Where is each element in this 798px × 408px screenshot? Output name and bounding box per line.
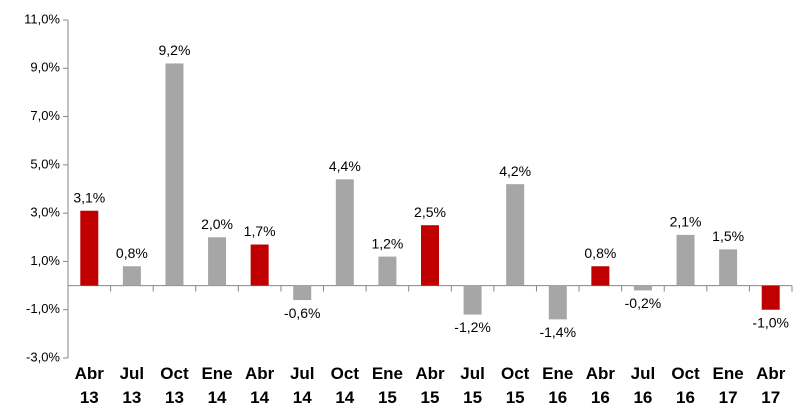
x-tick-label: Jul 14 — [289, 364, 315, 407]
y-tick-label: 11,0% — [24, 11, 60, 26]
bar — [591, 266, 610, 286]
x-tick-label: Ene 16 — [542, 364, 574, 407]
value-label: 4,4% — [329, 158, 361, 174]
y-tick-label: -1,0% — [26, 301, 60, 316]
y-tick-label: -3,0% — [26, 349, 60, 364]
value-label: -1,4% — [539, 324, 576, 340]
x-tick-label: Oct 13 — [160, 364, 189, 407]
value-label: 2,1% — [670, 214, 702, 230]
value-label: -0,6% — [284, 305, 321, 321]
value-label: 0,8% — [584, 245, 616, 261]
value-label: 0,8% — [116, 245, 148, 261]
bar — [378, 256, 397, 286]
x-tick-label: Abr 13 — [74, 364, 104, 407]
x-tick-label: Oct 14 — [330, 364, 359, 407]
bar — [463, 285, 482, 315]
x-tick-label: Abr 15 — [415, 364, 445, 407]
value-label: 9,2% — [159, 42, 191, 58]
value-label: -0,2% — [625, 295, 662, 311]
value-label: 1,7% — [244, 223, 276, 239]
value-label: 2,0% — [201, 216, 233, 232]
bar — [633, 285, 652, 291]
bar — [506, 184, 525, 286]
value-label: 2,5% — [414, 204, 446, 220]
x-tick-label: Ene 15 — [371, 364, 403, 407]
x-tick-label: Oct 16 — [671, 364, 700, 407]
bar — [293, 285, 312, 301]
y-tick-label: 9,0% — [30, 60, 60, 75]
bar — [165, 63, 184, 286]
value-label: 1,2% — [371, 235, 403, 251]
x-tick-label: Abr 14 — [245, 364, 275, 407]
y-tick-label: 5,0% — [30, 156, 60, 171]
value-label: 3,1% — [73, 189, 105, 205]
bar — [80, 210, 99, 286]
value-label: 1,5% — [712, 228, 744, 244]
value-label: -1,0% — [752, 314, 789, 330]
bar — [335, 179, 354, 286]
y-tick-label: 7,0% — [30, 108, 60, 123]
x-tick-label: Ene 17 — [712, 364, 744, 407]
value-label: 4,2% — [499, 163, 531, 179]
x-tick-label: Jul 15 — [460, 364, 485, 407]
y-tick-label: 1,0% — [30, 253, 60, 268]
bar — [421, 225, 439, 286]
bar — [761, 285, 780, 310]
x-tick-label: Ene 14 — [201, 364, 233, 407]
x-tick-label: Jul 13 — [119, 364, 145, 407]
bar — [676, 234, 695, 286]
bar — [719, 249, 738, 286]
bar — [250, 244, 269, 286]
y-tick-label: 3,0% — [30, 205, 60, 220]
bar — [208, 237, 227, 286]
bar — [122, 266, 141, 286]
bar — [548, 285, 567, 320]
x-tick-label: Abr 17 — [756, 364, 786, 407]
x-tick-label: Jul 16 — [630, 364, 656, 407]
x-tick-label: Oct 15 — [501, 364, 530, 407]
value-label: -1,2% — [454, 319, 491, 335]
x-tick-label: Abr 16 — [585, 364, 615, 407]
